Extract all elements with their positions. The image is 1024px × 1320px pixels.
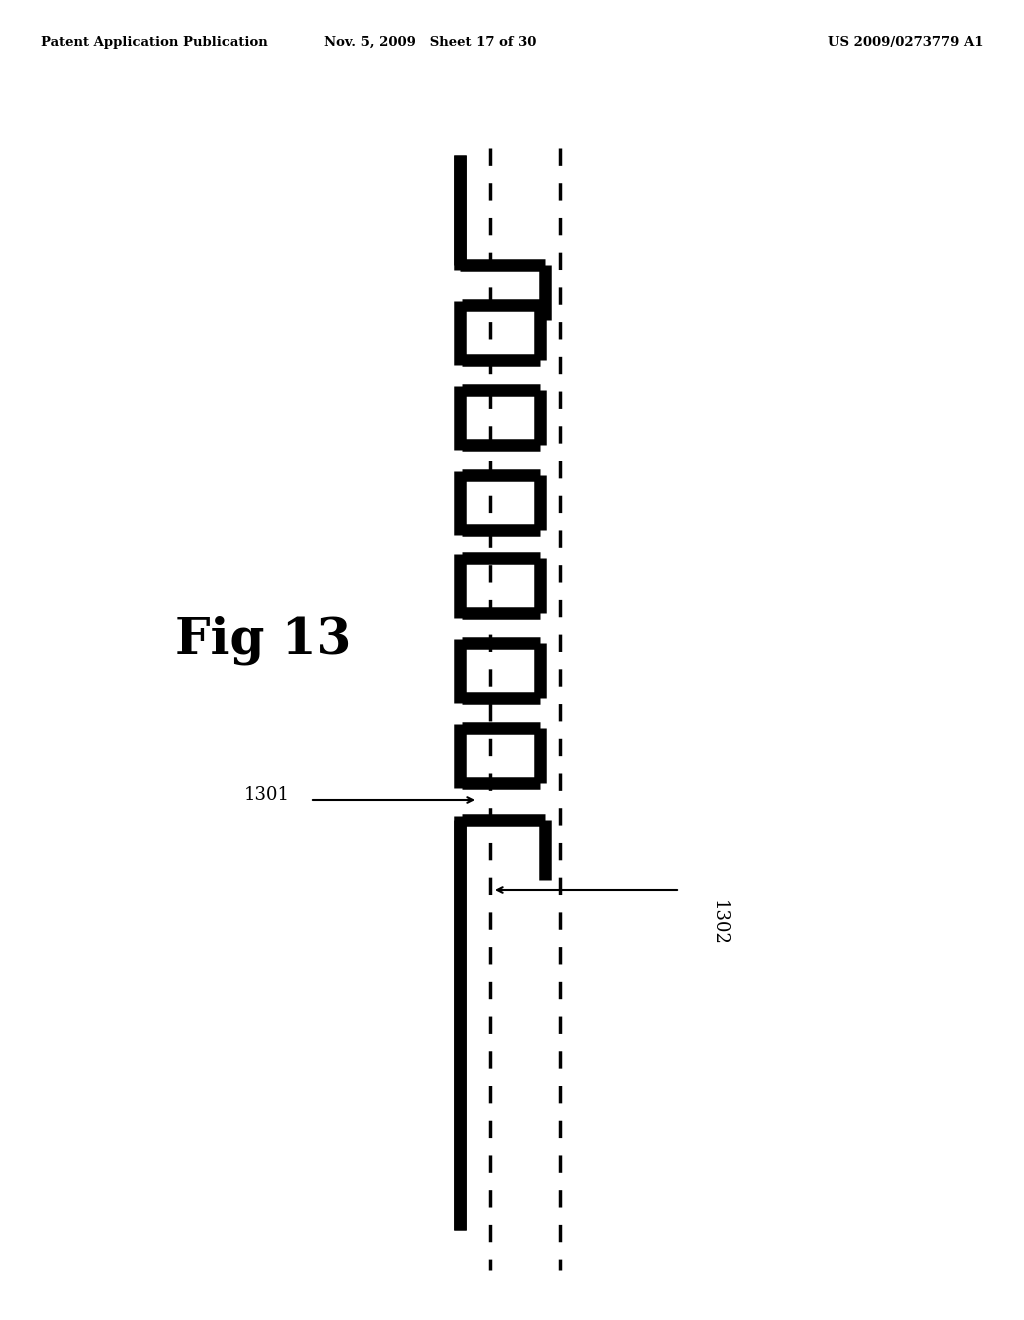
Text: US 2009/0273779 A1: US 2009/0273779 A1 — [827, 36, 983, 49]
Text: Fig 13: Fig 13 — [175, 615, 351, 665]
Text: 1302: 1302 — [710, 900, 728, 946]
Text: Nov. 5, 2009   Sheet 17 of 30: Nov. 5, 2009 Sheet 17 of 30 — [324, 36, 537, 49]
Text: 1301: 1301 — [244, 785, 290, 804]
Text: Patent Application Publication: Patent Application Publication — [41, 36, 267, 49]
